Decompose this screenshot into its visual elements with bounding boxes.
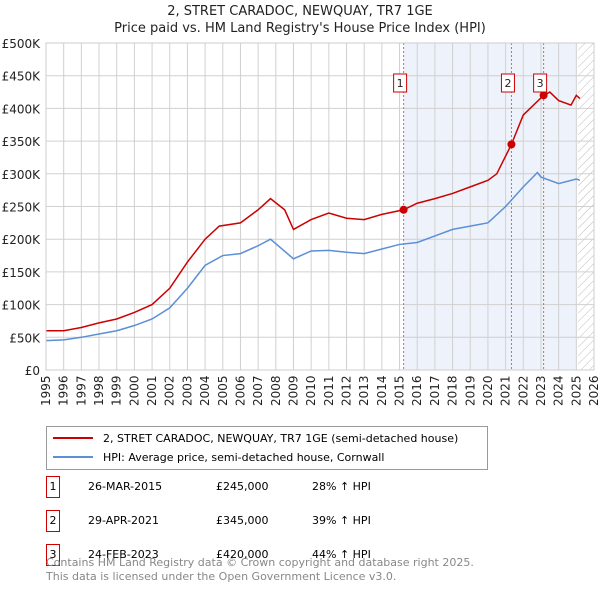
x-tick-label: 2006 [233,375,247,406]
x-tick-label: 2017 [428,375,442,406]
footer-line: This data is licensed under the Open Gov… [46,570,397,583]
hpi-change: 44% ↑ HPI [312,548,371,561]
date: 26-MAR-2015 [88,480,163,493]
x-tick-label: 2005 [216,375,230,406]
x-tick-label: 2000 [127,375,141,406]
x-tick-label: 1996 [57,375,71,406]
legend-hpi: HPI: Average price, semi-detached house,… [103,450,385,464]
x-tick-label: 2009 [286,375,300,406]
x-tick-label: 2014 [375,375,389,406]
chart-legend: 2, STRET CARADOC, NEWQUAY, TR7 1GE (semi… [46,426,488,470]
y-tick-label: £350K [2,135,42,149]
x-tick-label: 2011 [322,375,336,406]
marker-badge: 2 [46,510,60,532]
series-line [45,171,581,342]
footer-line: Contains HM Land Registry data © Crown c… [46,556,474,569]
y-tick-label: £300K [2,168,42,182]
price: £345,000 [216,514,269,527]
x-tick-label: 1995 [39,375,53,406]
chart-subtitle: Price paid vs. HM Land Registry's House … [114,21,486,36]
x-tick-label: 2022 [516,375,530,406]
sale-point [539,91,548,100]
x-tick-label: 2020 [481,375,495,406]
x-tick-label: 2024 [552,375,566,406]
x-tick-label: 2023 [534,375,548,406]
y-tick-label: £400K [2,102,42,116]
x-tick-label: 2019 [463,375,477,406]
hpi-change: 39% ↑ HPI [312,514,371,527]
sale-label: 3 [537,77,544,90]
price: £245,000 [216,480,269,493]
x-tick-label: 2002 [163,375,177,406]
red-line-swatch [53,437,93,439]
x-tick-label: 1997 [74,375,88,406]
x-tick-label: 2007 [251,375,265,406]
x-tick-label: 2012 [340,375,354,406]
chart-title: 2, STRET CARADOC, NEWQUAY, TR7 1GE [167,4,433,19]
x-tick-label: 2018 [446,375,460,406]
marker-badge: 1 [46,476,60,498]
sale-label-box [533,73,548,93]
price-chart: 1995 1996 1997 1998 1999 2000 2001 2002 2003 2004… [2,37,600,406]
y-tick-label: £250K [2,201,42,215]
x-tick-label: 2016 [410,375,424,406]
y-tick-label: £500K [2,37,42,51]
date: 24-FEB-2023 [88,548,159,561]
x-tick-label: 1998 [92,375,106,406]
x-tick-label: 2013 [357,375,371,406]
y-tick-label: £50K [9,331,41,345]
sale-label: 2 [504,77,511,90]
marker-badge: 3 [46,544,60,566]
plot-border [45,42,595,371]
x-tick-label: 1999 [110,375,124,406]
sale-label: 1 [397,77,404,90]
footer: Contains HM Land Registry data © Crown c… [46,556,474,584]
price: £420,000 [216,548,269,561]
x-tick-label: 2025 [569,375,583,406]
sale-point [399,205,408,214]
transaction-row: 2 29-APR-2021 £345,000 39% ↑ HPI [46,510,446,532]
series-line [46,91,581,332]
x-tick-label: 2026 [587,375,600,406]
y-tick-label: £200K [2,233,42,247]
y-tick-label: £150K [2,266,42,280]
x-tick-label: 2021 [499,375,513,406]
sale-label-box [500,73,515,93]
transaction-row: 1 26-MAR-2015 £245,000 28% ↑ HPI [46,476,446,498]
y-tick-label: £0 [25,364,40,378]
x-tick-label: 2001 [145,375,159,406]
y-tick-label: £450K [2,70,42,84]
hpi-change: 28% ↑ HPI [312,480,371,493]
x-tick-label: 2010 [304,375,318,406]
sale-point [507,140,516,149]
legend-property: 2, STRET CARADOC, NEWQUAY, TR7 1GE (semi… [103,431,459,445]
blue-line-swatch [53,456,93,458]
sale-label-box [393,73,408,93]
x-tick-label: 2008 [269,375,283,406]
x-tick-label: 2004 [198,375,212,406]
x-tick-label: 2003 [180,375,194,406]
x-tick-label: 2015 [393,375,407,406]
date: 29-APR-2021 [88,514,160,527]
y-tick-label: £100K [2,299,42,313]
transaction-row: 3 24-FEB-2023 £420,000 44% ↑ HPI [46,544,446,566]
